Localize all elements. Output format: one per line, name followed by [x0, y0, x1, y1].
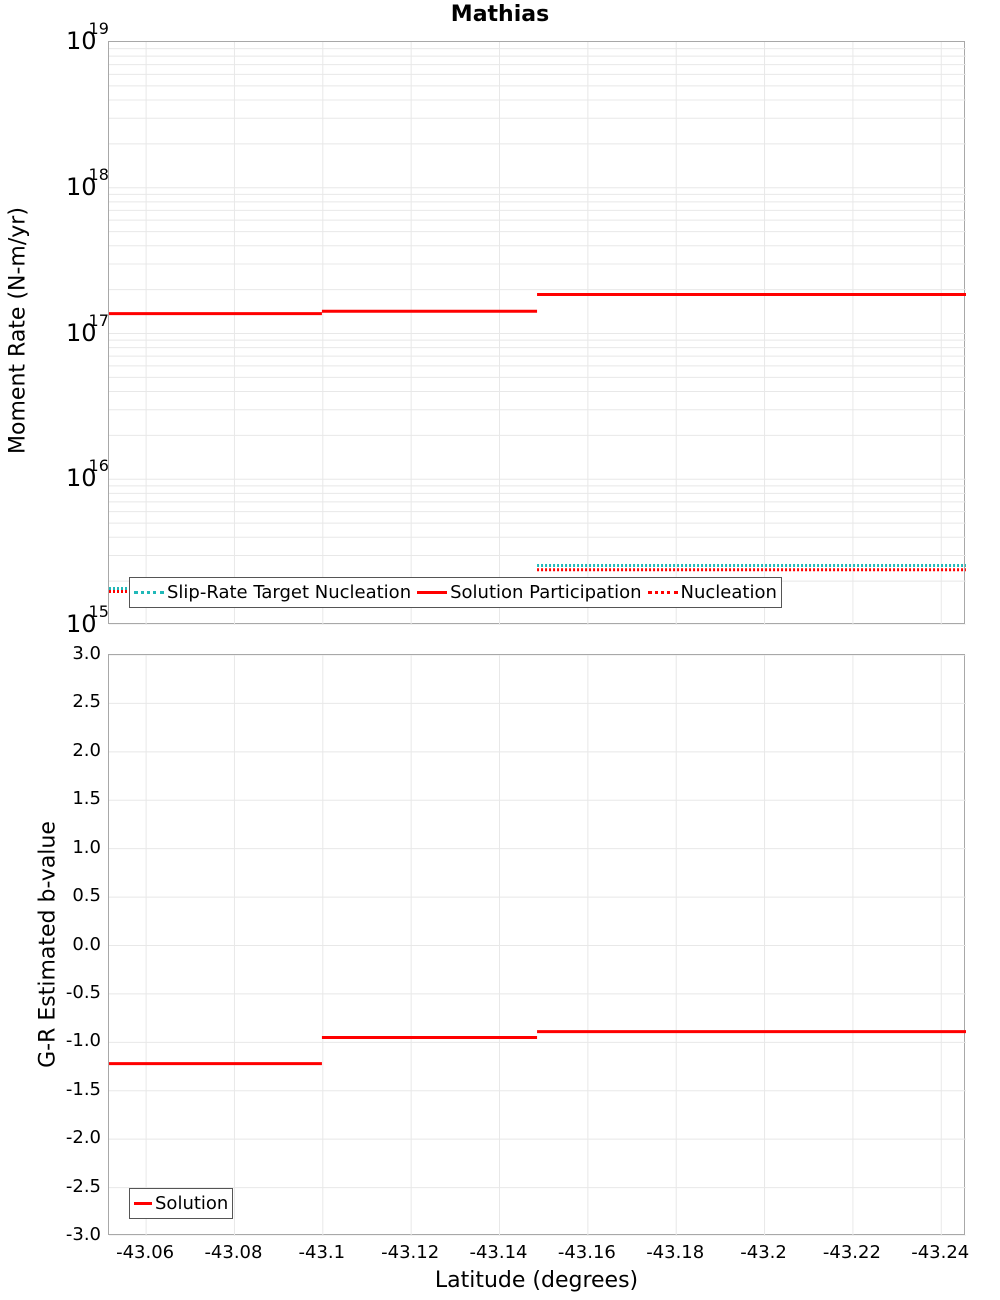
top-legend: Slip-Rate Target Nucleation Solution Par…: [129, 577, 782, 608]
y-tick-label: 2.5: [72, 691, 101, 713]
red-dotted-line-icon: [647, 591, 678, 594]
legend-label-solution: Solution: [155, 1193, 229, 1214]
x-tick-label: -43.24: [911, 1242, 970, 1263]
legend-item-nucleation: Nucleation: [647, 582, 777, 603]
legend-label-target: Slip-Rate Target Nucleation: [167, 582, 412, 603]
moment-rate-plot-area: [109, 42, 966, 625]
x-tick-label: -43.18: [646, 1242, 705, 1263]
x-axis-label: Latitude (degrees): [434, 1268, 639, 1293]
y-tick-label: 1.0: [72, 836, 101, 858]
y-tick-label: 3.0: [72, 643, 101, 664]
x-tick-label: -43.14: [469, 1242, 528, 1263]
x-tick-label: -43.22: [822, 1242, 881, 1263]
x-tick-label: -43.1: [298, 1242, 346, 1263]
red-solid-line-icon: [417, 591, 448, 594]
bottom-legend: Solution: [129, 1188, 234, 1219]
red-solid-line-icon: [134, 1202, 152, 1205]
y-tick-label: 1015: [66, 602, 109, 638]
x-tick-label: -43.12: [381, 1242, 440, 1263]
y-tick-label: -2.5: [65, 1175, 101, 1197]
moment-rate-plot: [108, 41, 966, 625]
y-tick-label: 0.5: [72, 885, 101, 907]
x-tick-label: -43.16: [557, 1242, 616, 1263]
y-tick-label: 2.0: [72, 739, 101, 761]
y-tick-label: -1.5: [65, 1078, 101, 1100]
legend-item-solution: Solution: [134, 1193, 228, 1214]
y-tick-label: -2.0: [65, 1127, 101, 1149]
y-tick-label: 0.0: [72, 933, 101, 955]
bottom-y-axis-label: G-R Estimated b-value: [35, 821, 61, 1068]
legend-label-nucleation: Nucleation: [680, 582, 777, 603]
y-tick-label: 1016: [66, 456, 109, 493]
cyan-dotted-line-icon: [134, 591, 164, 594]
y-tick-label: -1.0: [65, 1030, 101, 1052]
legend-item-participation: Solution Participation: [417, 582, 642, 603]
top-y-axis-label: Moment Rate (N-m/yr): [5, 207, 31, 454]
x-tick-label: -43.08: [204, 1242, 263, 1263]
b-value-plot: [108, 654, 966, 1236]
y-tick-label: 1.5: [72, 788, 101, 810]
b-value-plot-area: [109, 655, 966, 1236]
chart-title: Mathias: [450, 2, 550, 27]
y-tick-label: 1019: [66, 19, 109, 55]
legend-item-target: Slip-Rate Target Nucleation: [134, 582, 411, 603]
y-tick-label: -0.5: [65, 981, 101, 1003]
y-tick-label: -3.0: [65, 1224, 101, 1245]
y-tick-label: 1017: [66, 310, 109, 347]
y-tick-label: 1018: [66, 164, 109, 201]
legend-label-participation: Solution Participation: [450, 582, 642, 603]
x-tick-label: -43.2: [740, 1242, 787, 1263]
x-tick-label: -43.06: [116, 1242, 175, 1263]
